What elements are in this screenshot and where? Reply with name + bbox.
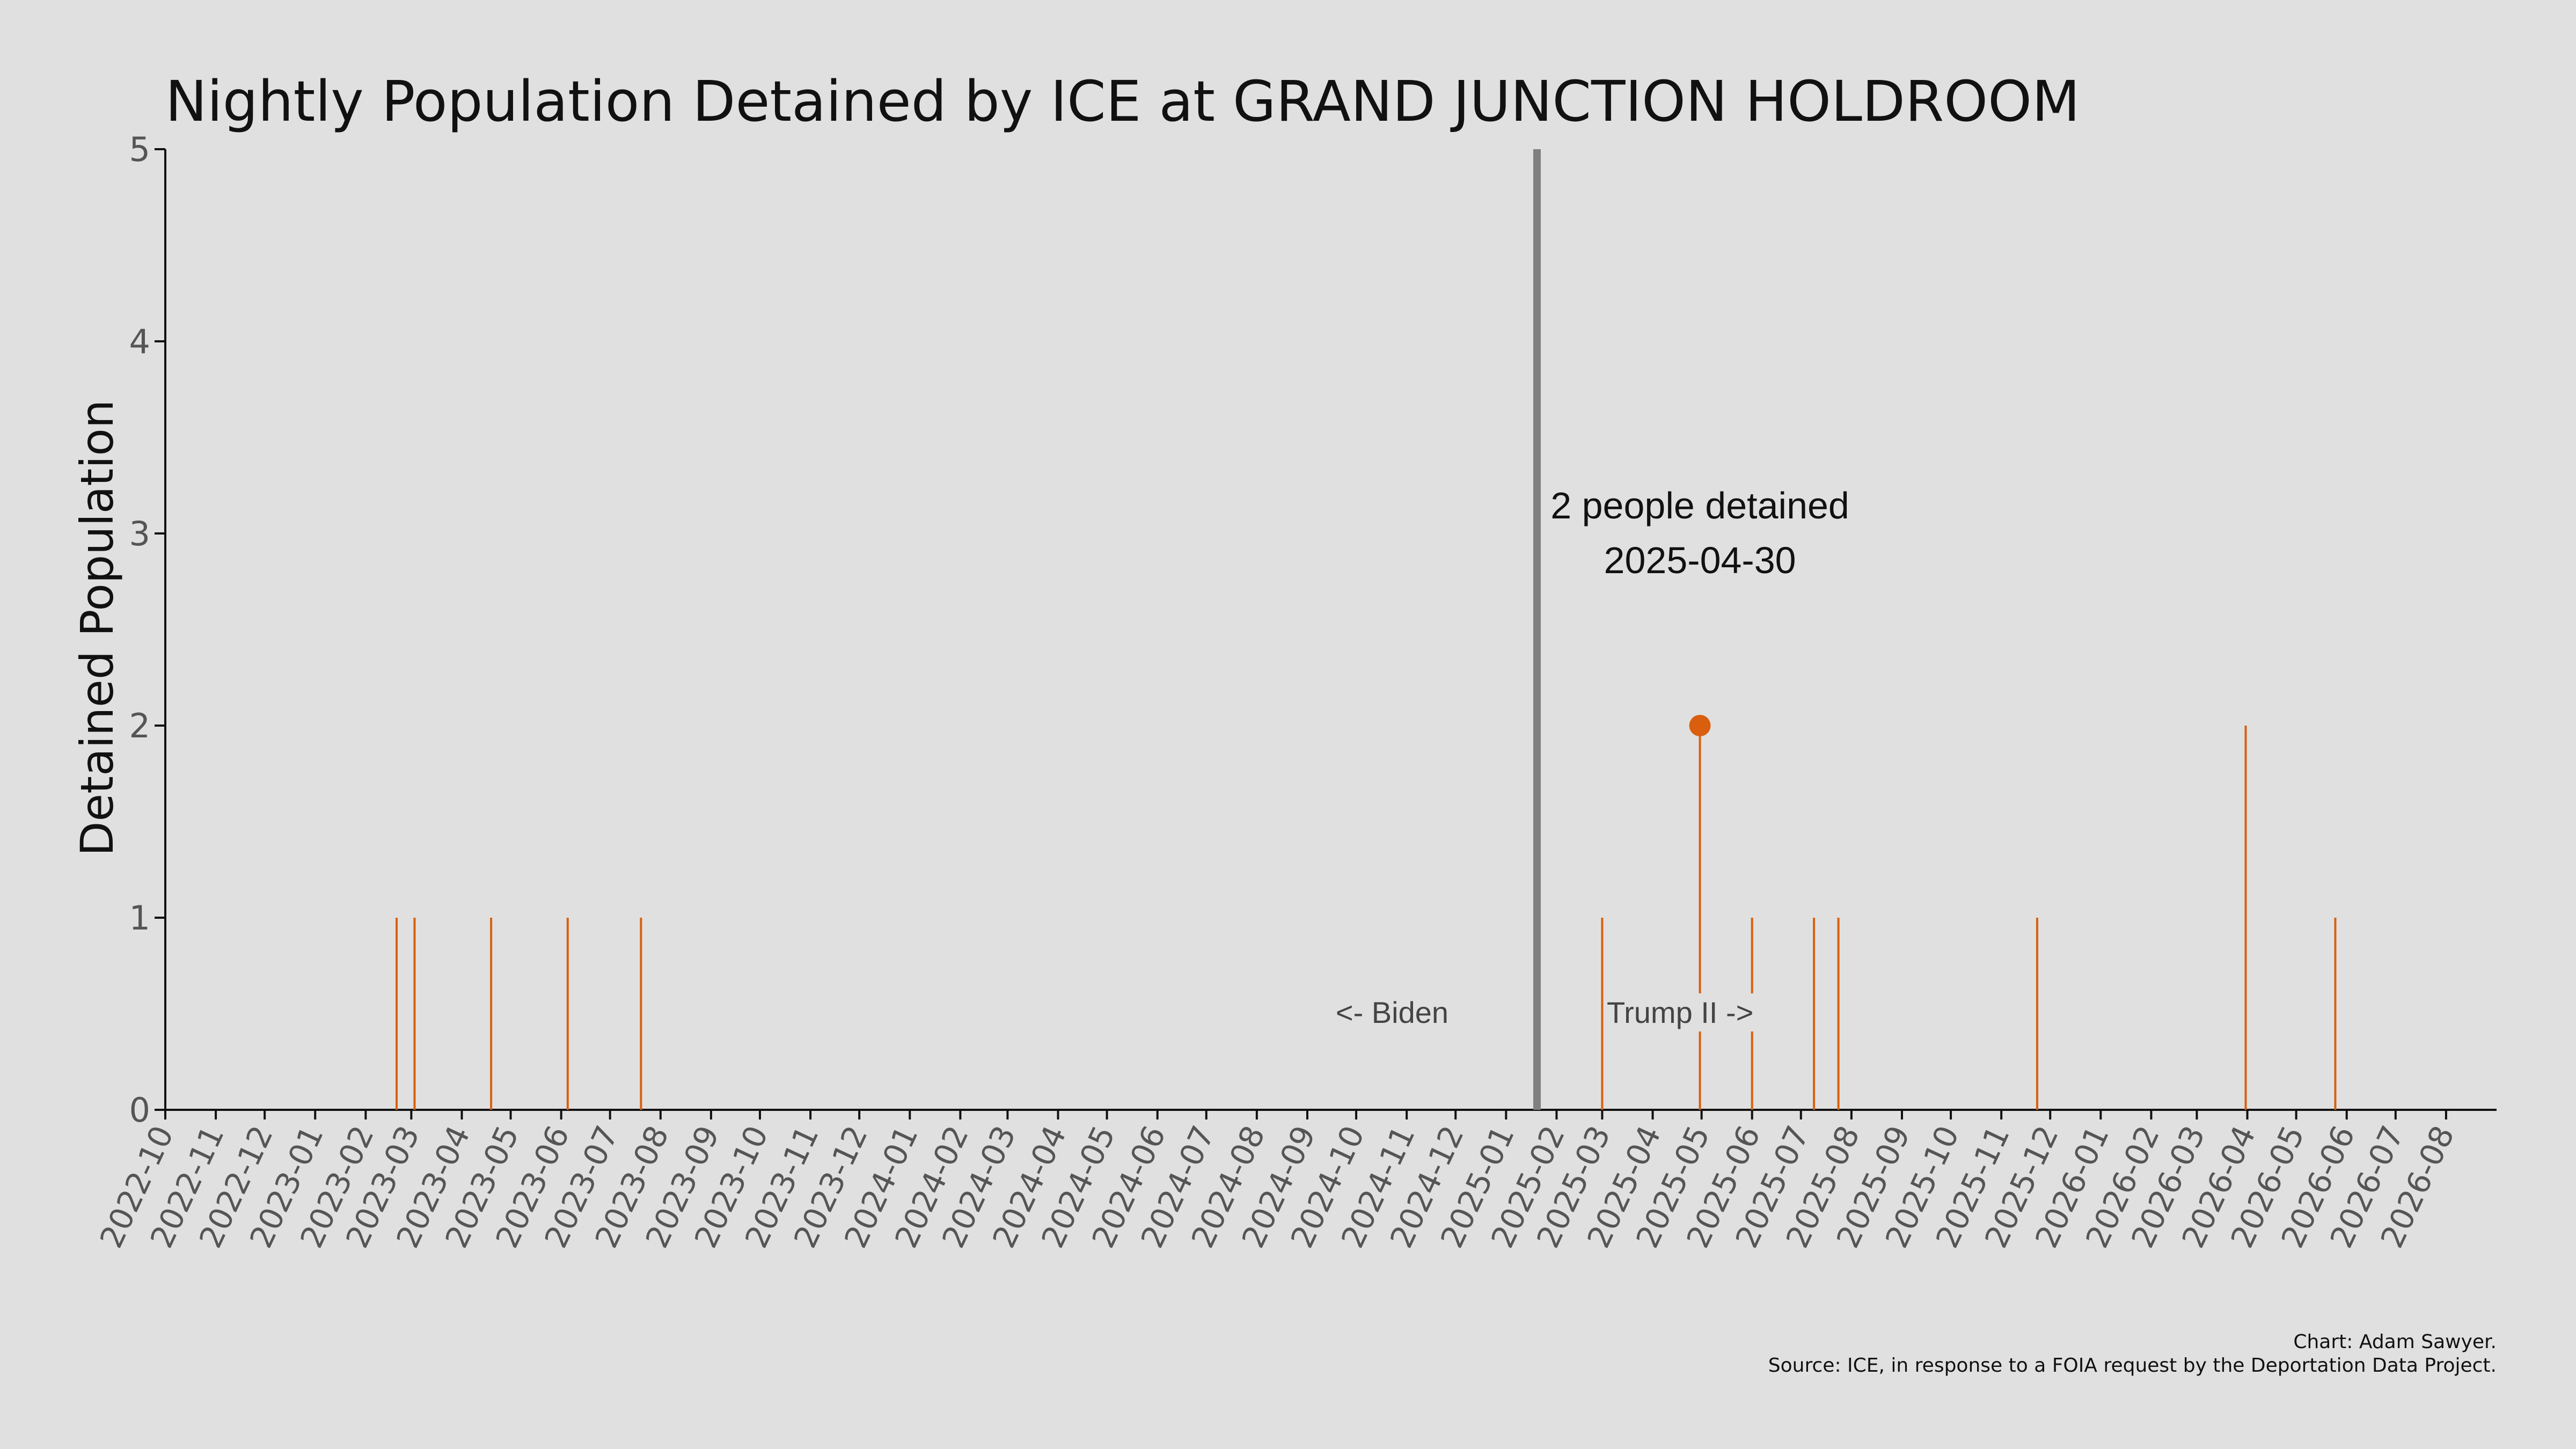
- y-axis: 0 1 2 3 4 5: [129, 130, 166, 1130]
- trump-label-background: [1604, 993, 1757, 1031]
- data-marks: [396, 149, 2337, 1110]
- highlight-point: [1689, 715, 1711, 736]
- y-tick-label: 4: [129, 322, 150, 361]
- y-tick-label: 1: [129, 898, 150, 938]
- highlight-label: 2 people detained: [1550, 485, 1849, 526]
- y-tick-label: 5: [129, 130, 150, 169]
- highlight-date-label: 2025-04-30: [1604, 539, 1796, 581]
- chart-credit: Chart: Adam Sawyer.: [2293, 1331, 2497, 1353]
- y-tick-label: 2: [129, 706, 150, 745]
- chart-source: Source: ICE, in response to a FOIA reque…: [1768, 1355, 2497, 1377]
- annotations: 2 people detained 2025-04-30 <- Biden Trump…: [1336, 485, 1849, 1031]
- chart-title: Nightly Population Detained by ICE at GR…: [165, 69, 2080, 134]
- trump-label: Trump II ->: [1607, 996, 1753, 1029]
- y-axis-label: Detained Population: [71, 400, 123, 856]
- y-tick-label: 0: [129, 1091, 150, 1130]
- y-tick-label: 3: [129, 514, 150, 553]
- x-axis: 2022-102022-112022-122023-012023-022023-…: [93, 1109, 2497, 1254]
- biden-label: <- Biden: [1336, 996, 1448, 1029]
